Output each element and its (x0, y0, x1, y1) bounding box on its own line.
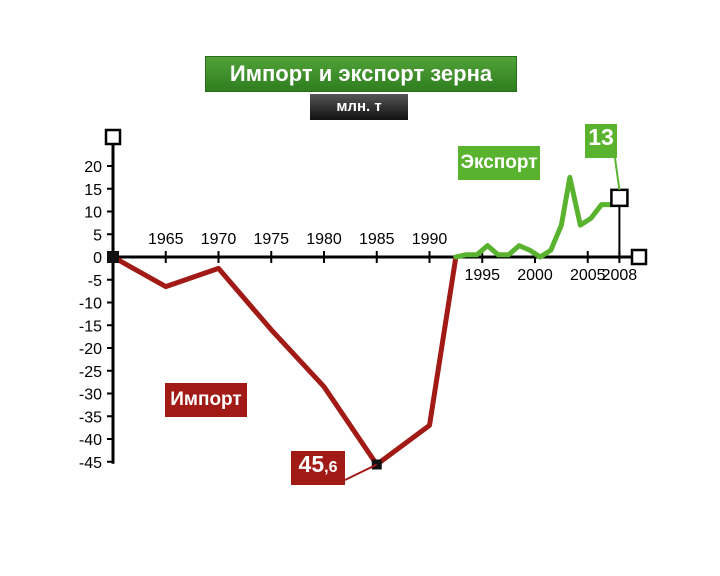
import-min-callout: 45,6 (291, 451, 345, 485)
y-tick-label: -45 (79, 455, 102, 472)
y-tick-label: -30 (79, 387, 102, 404)
y-tick-label: 0 (93, 250, 102, 267)
import-series-line (110, 254, 459, 467)
x-tick-label: 2008 (602, 267, 638, 284)
y-tick-label: -25 (79, 364, 102, 381)
import-start-marker (107, 251, 119, 263)
x-tick-label: 1965 (148, 231, 184, 248)
export-max-callout: 13 (585, 124, 617, 158)
series-label-export: Экспорт (458, 146, 540, 180)
x-tick-label: 1985 (359, 231, 395, 248)
series-label-import: Импорт (165, 383, 247, 417)
import-min-callout-big: 45 (298, 451, 325, 477)
x-tick-label: 2000 (517, 267, 553, 284)
export-series-line (453, 174, 622, 260)
y-tick-label: 10 (84, 205, 102, 222)
unit-label: млн. т (310, 94, 408, 120)
chart-title: Импорт и экспорт зерна (205, 56, 517, 92)
y-tick-label: -5 (88, 273, 102, 290)
y-tick-label: -40 (79, 432, 102, 449)
x-tick-label: 1995 (464, 267, 500, 284)
y-tick-label: -35 (79, 409, 102, 426)
import-min-callout-pointer (344, 463, 378, 481)
export-max-callout-pointer (614, 157, 621, 190)
import-min-callout-small: ,6 (324, 459, 338, 476)
x-tick-label: 1990 (412, 231, 448, 248)
y-tick-label: 5 (93, 227, 102, 244)
y-tick-label: -20 (79, 341, 102, 358)
x-tick-label: 1980 (306, 231, 342, 248)
y-axis-end-marker (104, 128, 122, 146)
y-tick-label: -10 (79, 296, 102, 313)
x-tick-label: 1975 (253, 231, 289, 248)
y-tick-label: 15 (84, 182, 102, 199)
y-tick-label: -15 (79, 318, 102, 335)
x-axis-end-marker (630, 248, 648, 266)
export-max-marker (610, 188, 629, 208)
x-tick-label: 2005 (570, 267, 606, 284)
y-tick-label: 20 (84, 159, 102, 176)
x-tick-label: 1970 (201, 231, 237, 248)
